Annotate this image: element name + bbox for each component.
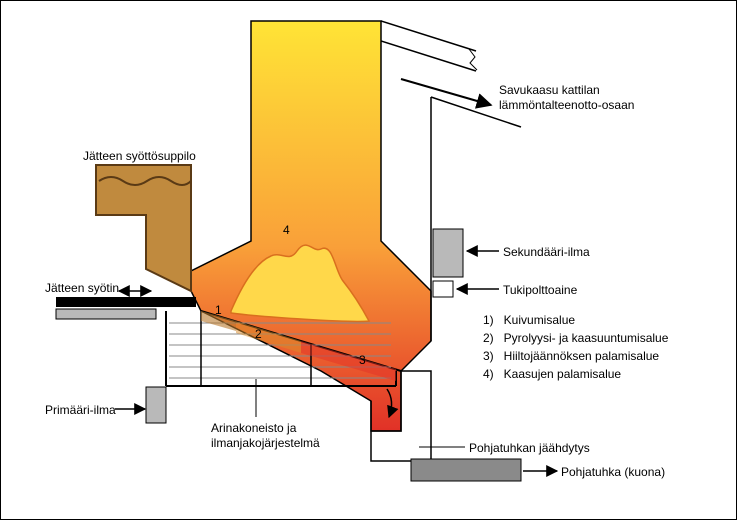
label-primary-air: Primääri-ilma	[45, 403, 116, 418]
label-feeder: Jätteen syötin	[45, 281, 119, 296]
zone-number-2: 2	[255, 327, 262, 341]
label-ash-out: Pohjatuhka (kuona)	[561, 465, 665, 480]
zone-number-4: 4	[283, 223, 290, 237]
legend: 1)Kuivumisalue2)Pyrolyysi- ja kaasuuntum…	[481, 311, 678, 385]
zone-number-3: 3	[359, 353, 366, 367]
label-ash-cooling: Pohjatuhkan jäähdytys	[469, 441, 590, 456]
label-flue-gas: Savukaasu kattilan lämmöntalteenotto-osa…	[499, 83, 634, 113]
label-aux-fuel: Tukipolttoaine	[503, 283, 577, 298]
zone-number-1: 1	[215, 303, 222, 317]
label-secondary-air: Sekundääri-ilma	[503, 245, 590, 260]
label-feed-hopper: Jätteen syöttösuppilo	[83, 149, 196, 164]
label-grate-system: Arinakoneisto ja ilmanjakojärjestelmä	[211, 421, 320, 451]
